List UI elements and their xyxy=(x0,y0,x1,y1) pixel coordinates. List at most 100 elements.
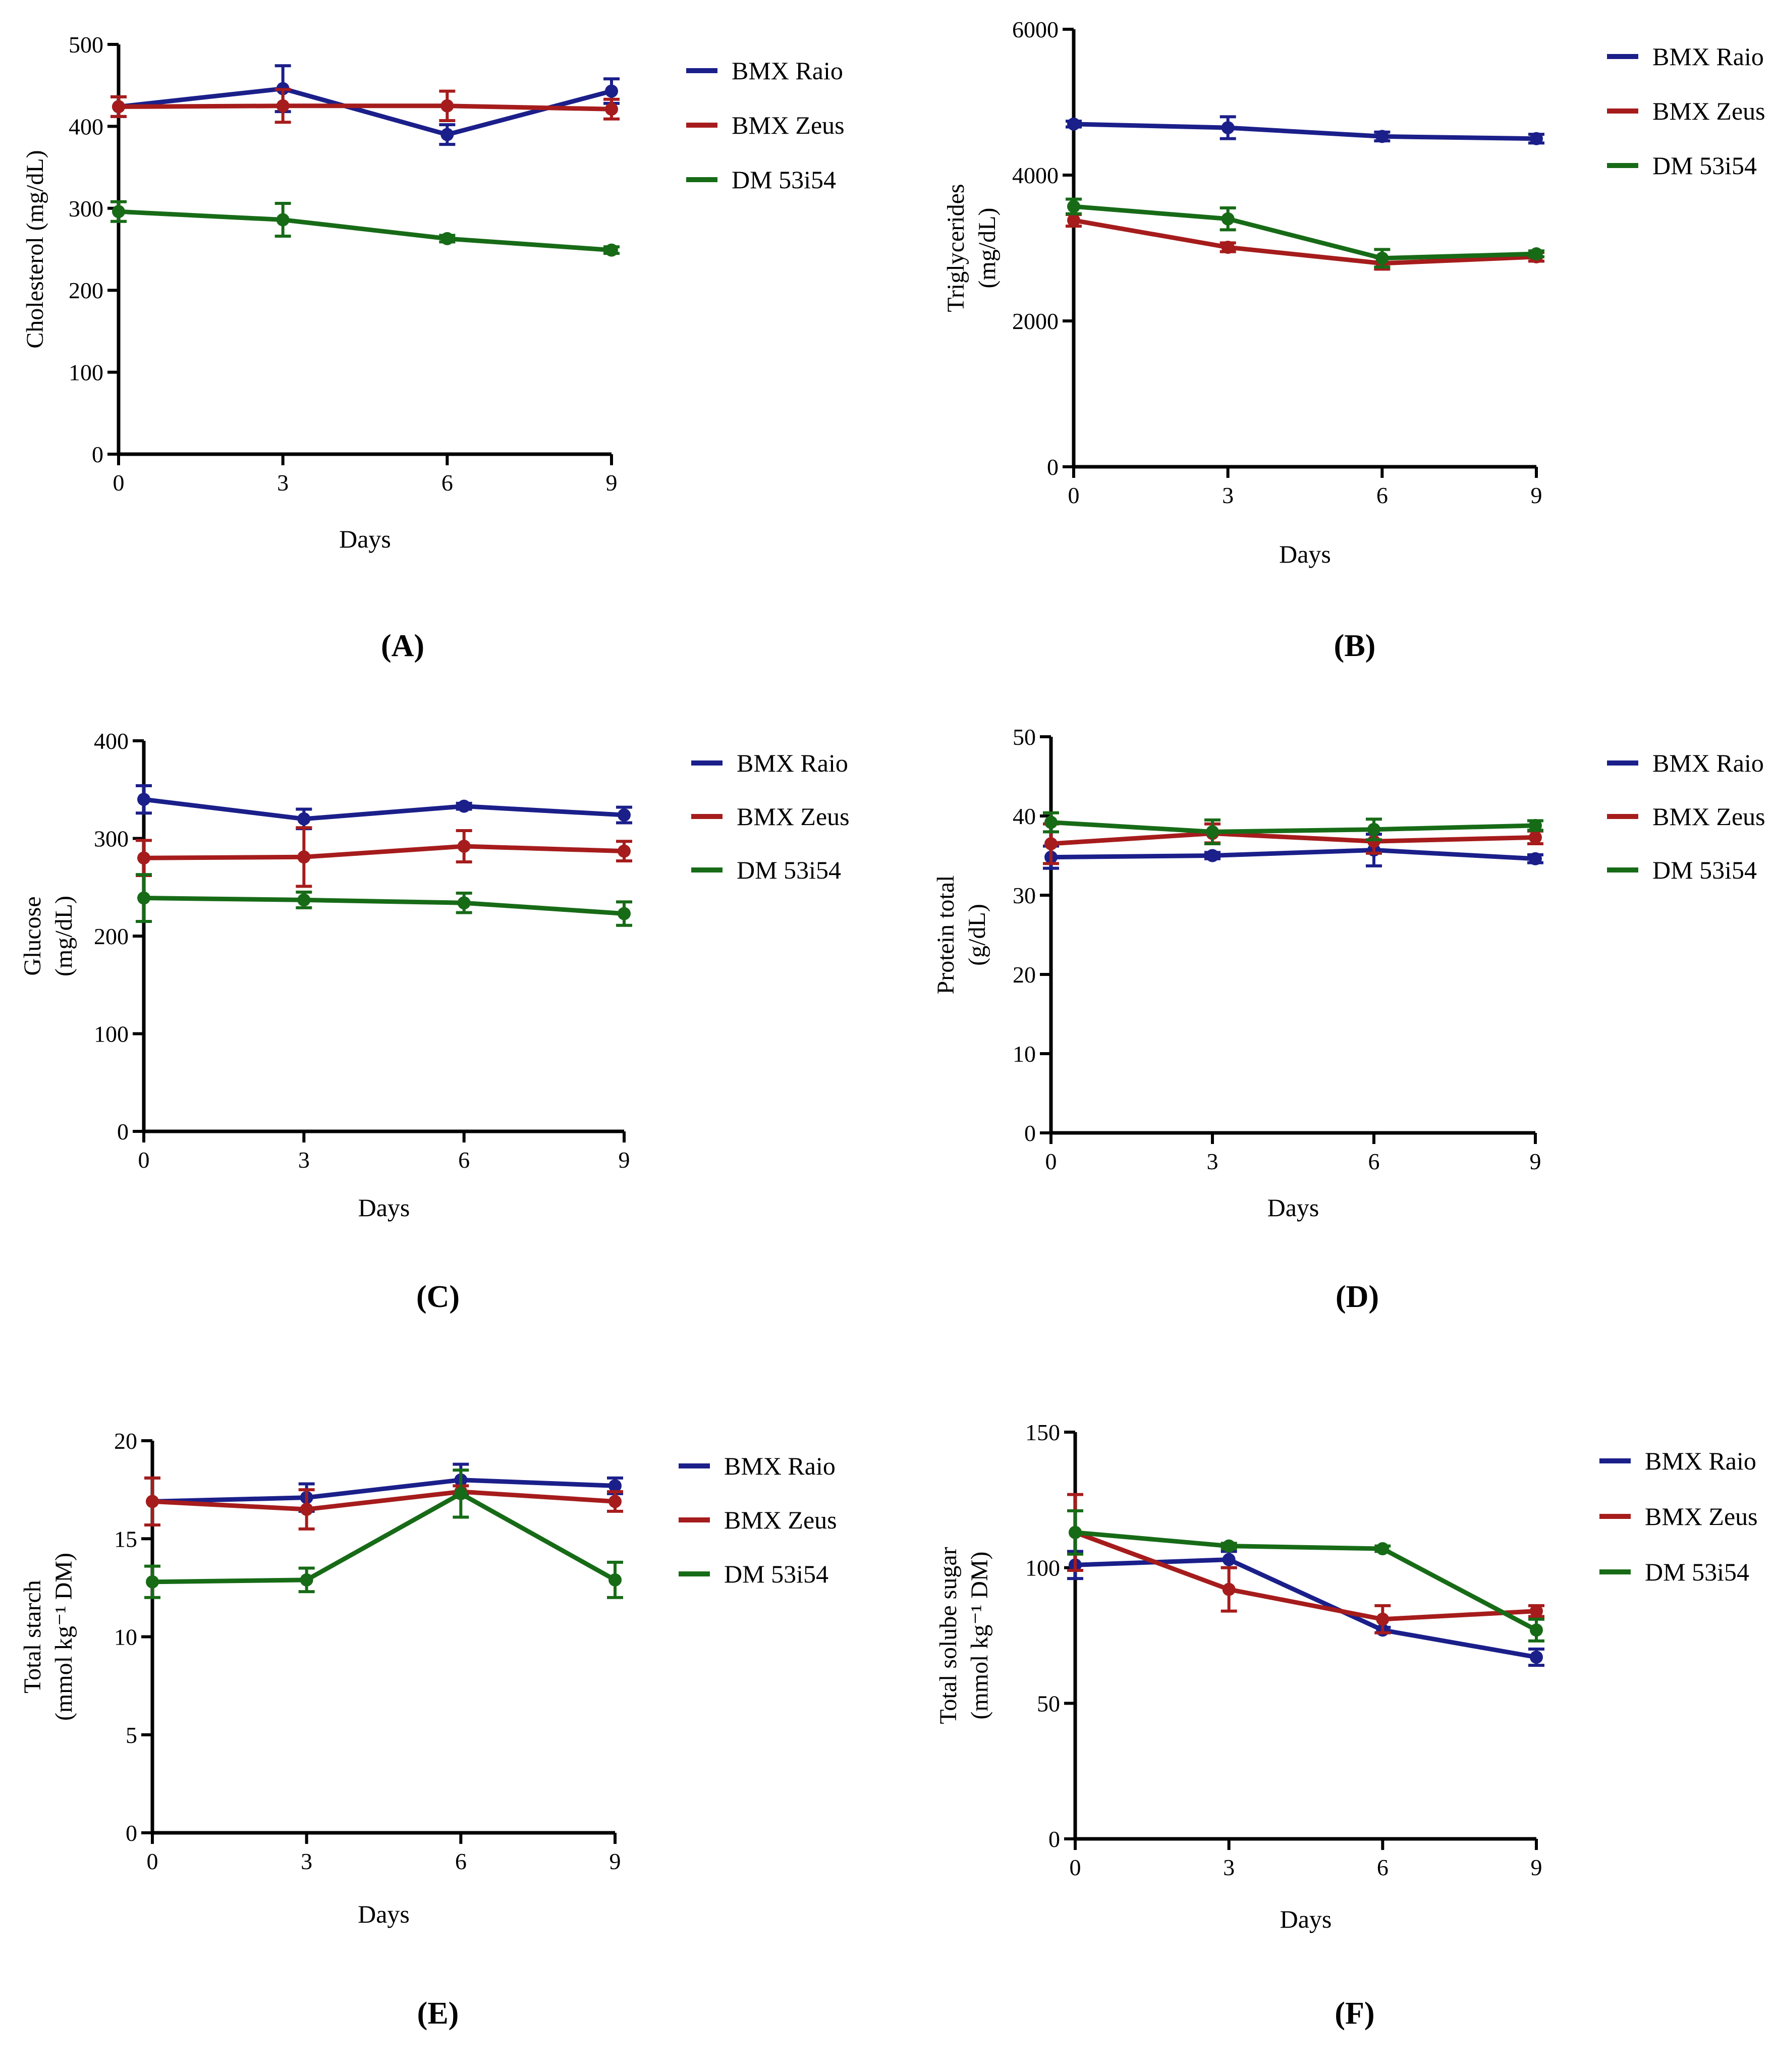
data-point xyxy=(300,1502,313,1516)
legend: BMX Raio BMX Zeus DM 53i54 xyxy=(1607,749,1765,884)
x-axis-label: Days xyxy=(1267,1193,1319,1222)
y-tick-label: 20 xyxy=(114,1428,137,1454)
y-tick-label: 300 xyxy=(94,826,129,852)
y-tick-label: 40 xyxy=(1013,803,1036,829)
x-tick-label: 3 xyxy=(298,1147,310,1173)
series-line xyxy=(1050,820,1536,834)
legend-label: BMX Raio xyxy=(724,1452,836,1480)
y-tick-label: 0 xyxy=(1047,454,1059,480)
y-axis-label: (mmol kg⁻¹ DM) xyxy=(50,1553,77,1721)
legend-label: BMX Raio xyxy=(737,749,848,777)
legend-label: BMX Zeus xyxy=(1645,1502,1758,1531)
y-tick-label: 300 xyxy=(69,196,103,222)
series-line xyxy=(118,86,613,137)
x-tick-label: 0 xyxy=(113,470,125,496)
x-tick-label: 0 xyxy=(138,1147,150,1173)
x-tick-label: 3 xyxy=(1223,1855,1235,1880)
data-point xyxy=(605,102,618,116)
x-tick-label: 0 xyxy=(1045,1149,1057,1174)
y-tick-label: 2000 xyxy=(1012,308,1059,334)
data-point xyxy=(457,839,471,853)
legend-label: DM 53i54 xyxy=(724,1560,828,1588)
data-point xyxy=(1376,1612,1390,1626)
series-bmx-raio xyxy=(136,784,632,831)
data-point xyxy=(454,1487,468,1500)
data-point xyxy=(1375,130,1389,143)
data-point xyxy=(608,1479,622,1493)
x-tick-label: 3 xyxy=(1207,1149,1218,1174)
series-bmx-zeus xyxy=(1066,213,1544,271)
x-tick-label: 9 xyxy=(1531,1855,1542,1880)
series-dm-53i54 xyxy=(144,1468,623,1599)
panel-d: 0 10 20 30 40 50 0 3 6 9 Days Protein total (g/dL) BM… xyxy=(932,724,1765,1314)
x-tick-label: 6 xyxy=(455,1848,467,1874)
data-point xyxy=(1067,200,1080,213)
y-axis-label: (mg/dL) xyxy=(974,208,1001,289)
series-line xyxy=(143,844,625,860)
data-point xyxy=(1221,241,1235,254)
x-tick-label: 9 xyxy=(606,470,618,496)
data-point xyxy=(1044,815,1058,829)
series-line xyxy=(1075,1530,1538,1632)
series-bmx-zeus xyxy=(110,88,620,124)
series-line xyxy=(1074,1530,1537,1622)
legend-label: BMX Raio xyxy=(1645,1447,1756,1475)
data-point xyxy=(1376,1542,1390,1556)
y-tick-label: 0 xyxy=(1048,1826,1060,1852)
legend: BMX Raio BMX Zeus DM 53i54 xyxy=(1599,1447,1758,1586)
x-tick-label: 9 xyxy=(1530,1149,1541,1174)
legend-label: BMX Zeus xyxy=(737,802,850,831)
x-tick-label: 0 xyxy=(1070,1855,1081,1880)
panel-c: 0 100 200 300 400 0 3 6 9 Days Glucose (mg/dL) BMX R… xyxy=(19,728,850,1314)
y-tick-label: 5 xyxy=(126,1722,137,1748)
y-axis-label: Glucose xyxy=(19,896,46,975)
series-bmx-zeus xyxy=(136,826,632,888)
data-point xyxy=(618,844,631,858)
legend-label: DM 53i54 xyxy=(737,856,841,884)
x-tick-label: 6 xyxy=(458,1147,470,1173)
y-axis-label: (g/dL) xyxy=(964,904,990,966)
x-tick-label: 6 xyxy=(1376,482,1388,508)
data-point xyxy=(605,243,618,257)
data-point xyxy=(276,213,290,227)
x-tick-label: 6 xyxy=(441,470,453,496)
y-axis-label: Total solube sugar xyxy=(935,1547,962,1724)
data-point xyxy=(1206,825,1219,839)
data-point xyxy=(618,907,631,920)
legend-label: BMX Zeus xyxy=(1652,97,1765,125)
y-tick-label: 20 xyxy=(1013,962,1036,988)
series-line xyxy=(1050,831,1536,846)
panel-label: (A) xyxy=(381,629,424,663)
x-axis-label: Days xyxy=(358,1900,410,1928)
data-point xyxy=(1222,1553,1236,1566)
y-tick-label: 10 xyxy=(1013,1041,1036,1067)
data-point xyxy=(1530,247,1543,261)
data-point xyxy=(618,808,631,822)
data-point xyxy=(440,128,454,141)
y-tick-label: 4000 xyxy=(1012,162,1059,188)
data-point xyxy=(297,893,311,907)
legend-label: BMX Zeus xyxy=(724,1506,837,1534)
series-bmx-raio xyxy=(144,1462,623,1527)
x-axis-label: Days xyxy=(1279,540,1331,568)
x-tick-label: 6 xyxy=(1377,1855,1389,1880)
panel-label: (C) xyxy=(416,1280,460,1314)
y-axis-label: (mmol kg⁻¹ DM) xyxy=(966,1551,993,1719)
legend-label: BMX Zeus xyxy=(1652,802,1765,831)
x-tick-label: 3 xyxy=(301,1848,312,1874)
panel-label: (F) xyxy=(1335,1996,1374,2031)
y-axis-label: (mg/dL) xyxy=(50,896,77,976)
data-point xyxy=(608,1573,622,1587)
series-line xyxy=(143,896,625,916)
legend-label: DM 53i54 xyxy=(1652,856,1757,884)
x-tick-label: 3 xyxy=(277,470,289,496)
data-point xyxy=(1069,1525,1082,1539)
series-bmx-raio xyxy=(1067,1550,1544,1667)
legend-label: BMX Raio xyxy=(1652,749,1764,777)
y-tick-label: 100 xyxy=(94,1021,129,1047)
data-point xyxy=(137,793,150,806)
legend: BMX Raio BMX Zeus DM 53i54 xyxy=(691,749,850,884)
data-point xyxy=(457,799,471,813)
y-tick-label: 150 xyxy=(1025,1420,1060,1445)
